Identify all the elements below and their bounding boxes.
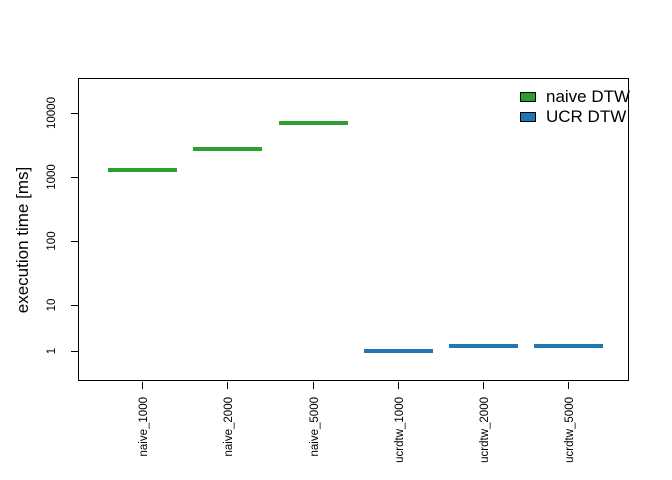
x-tick-label: naive_5000 xyxy=(309,397,321,457)
x-tick-label: ucrdtw_2000 xyxy=(479,397,491,463)
value-mark-naive_1000 xyxy=(107,167,177,172)
legend-entry-naive-dtw: naive DTW xyxy=(520,87,630,106)
x-tick-label: ucrdtw_1000 xyxy=(394,397,406,463)
x-tick xyxy=(568,382,569,389)
x-tick xyxy=(313,382,314,389)
x-tick-label: naive_1000 xyxy=(138,397,150,457)
value-mark-naive_5000 xyxy=(278,120,348,125)
value-mark-ucrdtw_2000 xyxy=(448,343,518,348)
y-tick xyxy=(71,241,78,242)
y-tick-label: 1 xyxy=(46,347,58,355)
x-tick-label: naive_2000 xyxy=(223,397,235,457)
plot-frame xyxy=(78,78,629,381)
legend: naive DTW UCR DTW xyxy=(520,87,630,126)
legend-entry-ucr-dtw: UCR DTW xyxy=(520,107,630,126)
legend-label: UCR DTW xyxy=(546,107,627,126)
y-tick xyxy=(71,177,78,178)
x-tick xyxy=(142,382,143,389)
y-axis-title: execution time [ms] xyxy=(13,166,32,314)
y-tick xyxy=(71,305,78,306)
y-tick-label: 10000 xyxy=(46,97,58,129)
y-tick-label: 100 xyxy=(46,231,58,251)
y-tick-label: 1000 xyxy=(46,164,58,190)
y-tick xyxy=(71,113,78,114)
x-tick-label: ucrdtw_5000 xyxy=(564,397,576,463)
value-mark-ucrdtw_5000 xyxy=(533,343,603,348)
x-tick xyxy=(483,382,484,389)
value-mark-naive_2000 xyxy=(192,147,262,152)
x-tick xyxy=(398,382,399,389)
y-tick xyxy=(71,351,78,352)
value-mark-ucrdtw_1000 xyxy=(363,349,433,353)
x-tick xyxy=(227,382,228,389)
legend-label: naive DTW xyxy=(546,87,631,106)
y-tick-label: 10 xyxy=(46,298,58,312)
naive-dtw-swatch-icon xyxy=(520,91,536,102)
ucr-dtw-swatch-icon xyxy=(520,111,536,122)
